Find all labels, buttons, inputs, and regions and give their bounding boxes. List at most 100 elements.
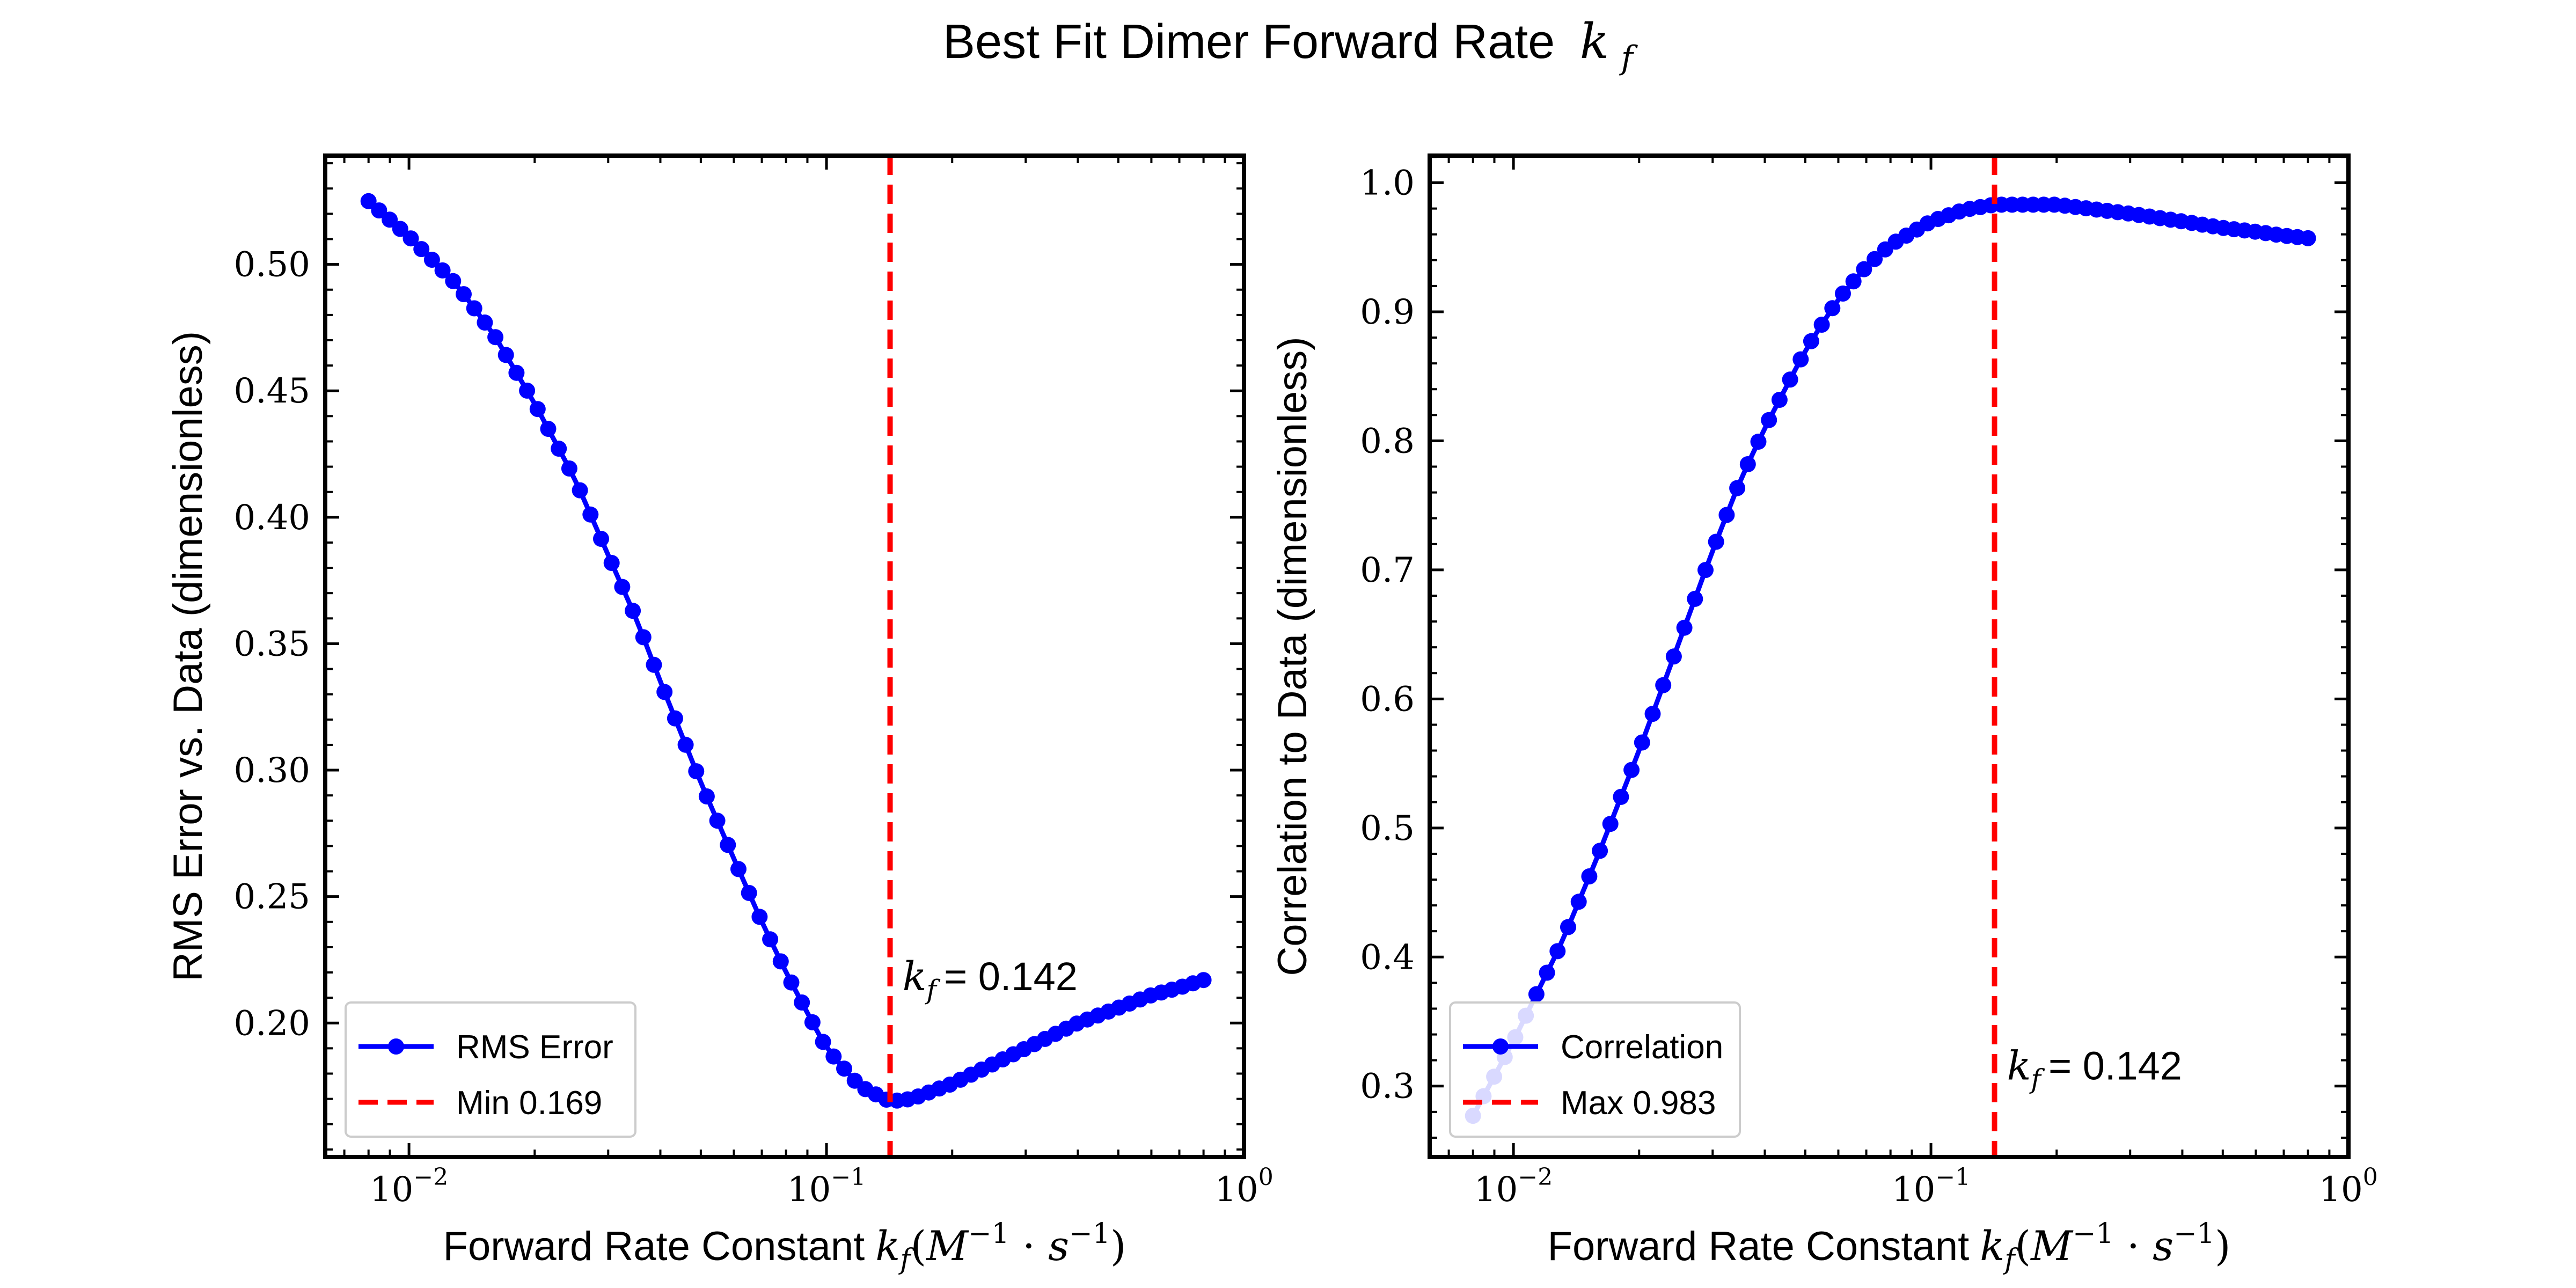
- data-point: [741, 884, 757, 901]
- y-tick-label: 0.50: [234, 245, 311, 285]
- x-tick-label-exponent: −1: [831, 1163, 866, 1191]
- data-point: [614, 579, 631, 595]
- data-point: [371, 202, 387, 219]
- data-point: [540, 421, 557, 437]
- y-axis-label: Correlation to Data (dimensionless): [1270, 336, 1315, 976]
- data-point: [1824, 300, 1841, 317]
- data-point: [1835, 286, 1851, 302]
- data-point: [1813, 317, 1830, 333]
- legend-vline-label: Max 0.983: [1561, 1085, 1716, 1122]
- rms-error-panel: 10−2 10−1 1000.200.250.300.350.400.450.50k…: [165, 153, 1274, 1276]
- x-tick-label-exponent: 0: [2363, 1163, 2378, 1191]
- x-axis-unit-s-exp: −1: [2174, 1218, 2215, 1250]
- y-axis-label: RMS Error vs. Data (dimensionless): [165, 331, 211, 982]
- x-tick-label-base: 10: [1214, 1170, 1258, 1210]
- annotation-symbol: k: [2007, 1043, 2031, 1089]
- data-point: [413, 241, 430, 258]
- annotation-value: = 0.142: [944, 954, 1078, 999]
- data-point: [1665, 648, 1682, 665]
- data-point: [1739, 456, 1756, 472]
- data-point: [656, 684, 673, 700]
- data-point: [382, 211, 398, 228]
- x-tick-label-exponent: 0: [1258, 1163, 1274, 1191]
- x-axis-paren-close: ): [1110, 1222, 1126, 1270]
- data-point: [1581, 868, 1598, 884]
- y-tick-label: 0.7: [1360, 551, 1415, 590]
- data-point: [1687, 590, 1703, 607]
- data-point: [2300, 230, 2316, 246]
- data-point: [1528, 986, 1545, 1002]
- x-axis-label: Forward Rate Constant kf(M−1 · s−1): [443, 1218, 1126, 1276]
- figure-title-symbol: k: [1580, 13, 1609, 70]
- data-point: [497, 347, 514, 363]
- data-point: [1867, 251, 1883, 267]
- data-point: [1718, 507, 1735, 523]
- x-axis-unit-m-exp: −1: [2073, 1218, 2114, 1250]
- data-point: [1634, 734, 1650, 751]
- y-tick-label: 0.25: [234, 877, 311, 917]
- figure-title-text: Best Fit Dimer Forward Rate: [943, 15, 1555, 69]
- data-point: [1761, 412, 1777, 428]
- x-axis-label: Forward Rate Constant kf(M−1 · s−1): [1548, 1218, 2231, 1276]
- data-point: [794, 994, 810, 1011]
- data-point: [677, 736, 694, 753]
- data-point: [360, 193, 377, 209]
- data-point: [551, 441, 567, 457]
- x-axis-label-text: Forward Rate Constant: [443, 1224, 865, 1269]
- x-axis-unit-m: M: [2030, 1222, 2074, 1270]
- y-tick-label: 0.8: [1360, 421, 1415, 461]
- y-tick-label: 0.3: [1360, 1067, 1415, 1107]
- series-markers: [1465, 196, 2316, 1124]
- x-tick-label: 100: [2319, 1163, 2377, 1210]
- data-point: [1592, 843, 1608, 859]
- data-point: [1856, 261, 1872, 277]
- data-point: [720, 837, 736, 853]
- data-point: [456, 286, 472, 303]
- data-point: [625, 603, 641, 619]
- best-fit-annotation: kf = 0.142: [2007, 1043, 2182, 1095]
- data-point: [593, 531, 609, 547]
- x-tick-label-base: 10: [1474, 1170, 1518, 1210]
- data-point: [1570, 894, 1587, 910]
- legend-series-marker: [388, 1038, 404, 1055]
- annotation-symbol: k: [903, 954, 927, 1000]
- data-point: [815, 1034, 831, 1050]
- data-point: [582, 506, 599, 523]
- data-point: [1613, 788, 1629, 805]
- data-point: [402, 230, 419, 247]
- figure-title: Best Fit Dimer Forward Rate k f: [943, 13, 1638, 77]
- x-tick-label: 100: [1214, 1163, 1273, 1210]
- x-tick-label: 10−1: [787, 1163, 866, 1210]
- data-point: [1708, 533, 1724, 550]
- data-point: [392, 221, 408, 237]
- data-point: [1549, 943, 1566, 960]
- data-point: [1623, 762, 1640, 778]
- legend-series-marker: [1492, 1038, 1509, 1055]
- data-point: [1750, 434, 1767, 450]
- data-point: [1560, 919, 1576, 935]
- x-tick-label-exponent: −2: [413, 1163, 448, 1191]
- y-tick-label: 0.30: [234, 751, 311, 791]
- x-axis-dot: ·: [2114, 1222, 2153, 1270]
- data-point: [1195, 972, 1212, 989]
- data-point: [772, 953, 789, 970]
- data-point: [730, 861, 747, 877]
- y-tick-label: 0.5: [1360, 809, 1415, 848]
- y-tick-label: 0.9: [1360, 292, 1415, 332]
- x-axis-unit-s: s: [1048, 1222, 1069, 1270]
- x-axis-label-text: Forward Rate Constant: [1548, 1224, 1970, 1269]
- data-point: [667, 710, 683, 727]
- data-point: [688, 763, 705, 780]
- data-point: [1676, 619, 1693, 636]
- series-markers: [360, 193, 1212, 1109]
- data-point: [477, 314, 493, 331]
- x-tick-label-base: 10: [1892, 1170, 1935, 1210]
- x-axis-symbol: k: [1980, 1222, 2004, 1270]
- data-point: [561, 460, 577, 477]
- data-point: [836, 1060, 852, 1077]
- data-point: [1782, 371, 1798, 388]
- y-tick-label: 0.35: [234, 624, 311, 664]
- data-point: [698, 788, 715, 804]
- data-point: [635, 629, 652, 646]
